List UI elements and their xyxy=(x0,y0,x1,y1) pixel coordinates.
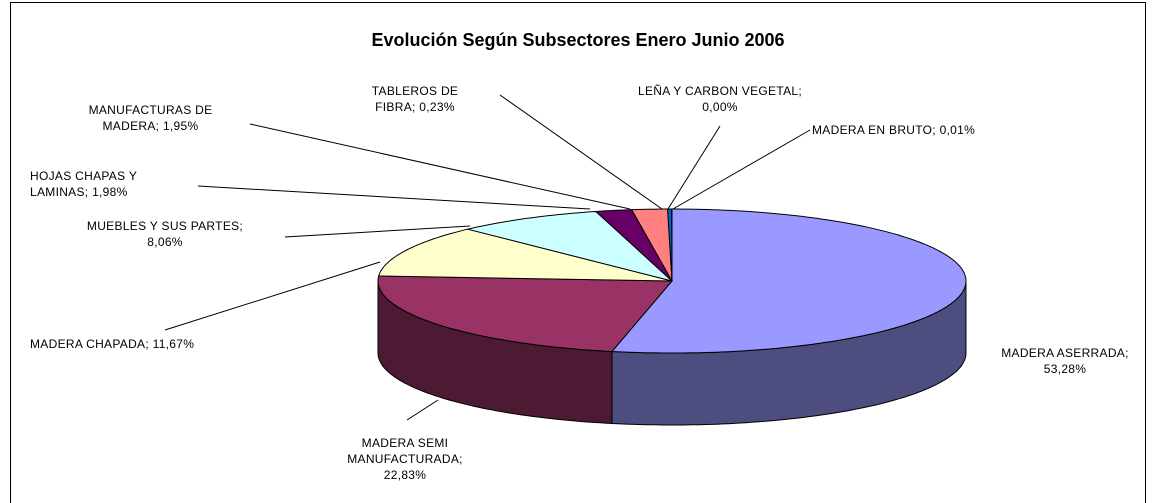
leader-line xyxy=(249,123,631,210)
value-label: 11,67% xyxy=(152,337,195,351)
value-label: 22,83% xyxy=(383,468,427,482)
category-name: MANUFACTURAS DE MADERA; xyxy=(88,103,213,133)
category-name: MADERA SEMI MANUFACTURADA; xyxy=(347,436,463,466)
slice-label: MADERA CHAPADA; 11,67% xyxy=(30,336,290,352)
leader-line xyxy=(672,129,811,210)
slice-label: MADERA EN BRUTO; 0,01% xyxy=(812,122,1072,138)
slice xyxy=(630,208,673,282)
slice xyxy=(467,210,673,282)
leader-line xyxy=(164,261,381,331)
leader-line xyxy=(406,399,439,421)
value-label: 0,01% xyxy=(939,123,976,137)
category-name: MADERA ASERRADA; xyxy=(1001,346,1129,360)
category-name: TABLEROS DE FIBRA; xyxy=(371,84,459,114)
category-name: MADERA CHAPADA; xyxy=(30,337,149,351)
category-name: HOJAS CHAPAS Y LAMINAS; xyxy=(30,169,137,199)
slice-label: MANUFACTURAS DE MADERA; 1,95% xyxy=(88,102,213,134)
category-name: MUEBLES Y SUS PARTES; xyxy=(86,219,244,233)
value-label: 8,06% xyxy=(147,235,183,249)
value-label: 0,00% xyxy=(702,100,738,114)
value-label: 0,23% xyxy=(419,100,455,114)
category-name: MADERA EN BRUTO; xyxy=(812,123,936,137)
leader-line xyxy=(284,225,471,238)
value-label: 1,98% xyxy=(92,185,128,199)
slice xyxy=(377,275,674,353)
slice xyxy=(594,209,673,282)
leader-line xyxy=(197,185,591,210)
slice-label: MADERA SEMI MANUFACTURADA; 22,83% xyxy=(345,435,465,483)
chart-title: Evolución Según Subsectores Enero Junio … xyxy=(371,30,785,50)
value-label: 53,28% xyxy=(1043,362,1087,376)
slice-label: TABLEROS DE FIBRA; 0,23% xyxy=(350,83,480,115)
slice-label: LEÑA Y CARBON VEGETAL; 0,00% xyxy=(635,83,805,115)
slice xyxy=(377,228,673,282)
value-label: 1,95% xyxy=(162,119,199,133)
slice-label: MADERA ASERRADA; 53,28% xyxy=(1000,345,1130,377)
slice xyxy=(610,208,967,354)
leader-line xyxy=(499,94,663,210)
category-name: LEÑA Y CARBON VEGETAL; xyxy=(638,84,802,98)
leader-line xyxy=(667,125,721,210)
slice-label: HOJAS CHAPAS Y LAMINAS; 1,98% xyxy=(30,168,145,200)
slice-label: MUEBLES Y SUS PARTES; 8,06% xyxy=(80,218,250,250)
